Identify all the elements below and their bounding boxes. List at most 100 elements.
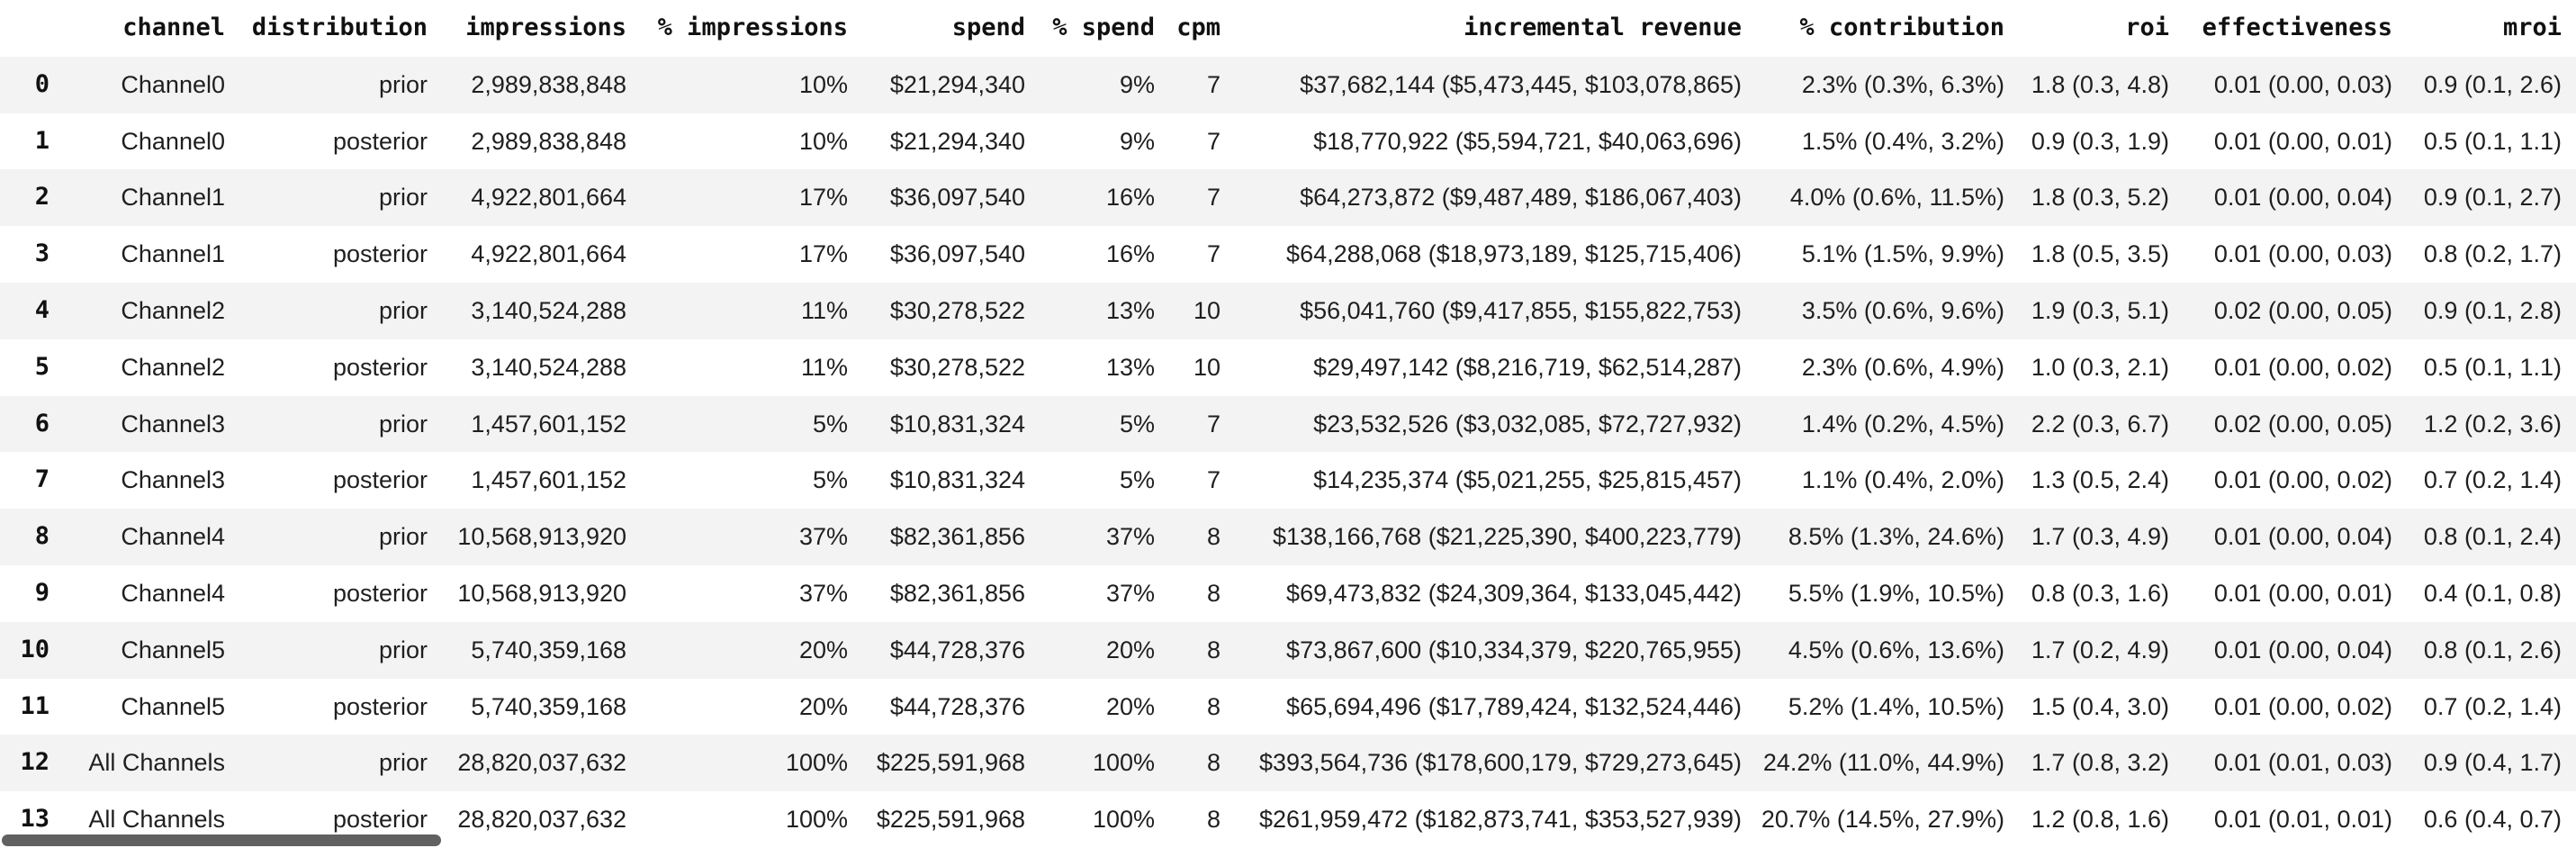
cell-incremental_revenue: $69,473,832 ($24,309,364, $133,045,442): [1286, 579, 1742, 607]
cell-cpm: 7: [1206, 466, 1220, 494]
cell-mroi: 0.5 (0.1, 1.1): [2423, 353, 2562, 381]
cell-pct_contribution: 4.5% (0.6%, 13.6%): [1788, 636, 2004, 663]
cell-mroi: 0.6 (0.4, 0.7): [2423, 806, 2562, 834]
cell-roi: 1.7 (0.8, 3.2): [2031, 749, 2169, 777]
cell-incremental_revenue: $29,497,142 ($8,216,719, $62,514,287): [1313, 353, 1742, 381]
cell-pct_spend: 13%: [1105, 296, 1155, 324]
table-row: 4 Channel2 prior 3,140,524,288 11% $30,278,52…: [0, 282, 2576, 339]
cell-impressions: 10,568,913,920: [457, 523, 626, 551]
header-row: channel distribution impressions% impressi…: [0, 0, 2576, 57]
table-row: 8 Channel4 prior 10,568,913,920 37% $82,361,8…: [0, 509, 2576, 565]
cell-spend: $225,591,968: [876, 806, 1025, 834]
cell-incremental_revenue: $73,867,600 ($10,334,379, $220,765,955): [1286, 636, 1742, 663]
cell-roi: 1.7 (0.2, 4.9): [2031, 636, 2169, 663]
cell-effectiveness: 0.01 (0.01, 0.03): [2213, 749, 2392, 777]
cell-pct_spend: 20%: [1105, 692, 1155, 720]
cell-mroi: 0.4 (0.1, 0.8): [2423, 579, 2562, 607]
table-row: 9 Channel4 posterior 10,568,913,920 37% $82,3…: [0, 564, 2576, 622]
cell-mroi: 0.9 (0.1, 2.6): [2423, 70, 2562, 98]
cell-mroi: 0.5 (0.1, 1.1): [2423, 127, 2562, 155]
cell-roi: 0.8 (0.3, 1.6): [2031, 579, 2169, 607]
cell-distribution: posterior: [332, 806, 428, 834]
cell-distribution: posterior: [332, 127, 428, 155]
cell-cpm: 7: [1206, 410, 1220, 438]
cell-pct_impressions: 17%: [798, 184, 848, 212]
cell-channel: Channel5: [121, 636, 225, 663]
cell-distribution: prior: [378, 296, 428, 324]
cell-effectiveness: 0.01 (0.00, 0.01): [2213, 579, 2392, 607]
cell-pct_impressions: 37%: [798, 523, 848, 551]
cell-impressions: 4,922,801,664: [471, 240, 626, 268]
cell-effectiveness: 0.01 (0.00, 0.03): [2213, 70, 2392, 98]
cell-channel: Channel5: [121, 692, 225, 720]
column-header-pct_impressions: % impressions: [641, 0, 862, 57]
cell-impressions: 5,740,359,168: [471, 692, 626, 720]
cell-cpm: 8: [1206, 636, 1220, 663]
cell-pct_contribution: 2.3% (0.3%, 6.3%): [1801, 70, 2004, 98]
cell-effectiveness: 0.01 (0.01, 0.01): [2213, 806, 2392, 834]
cell-mroi: 0.9 (0.1, 2.8): [2423, 296, 2562, 324]
row-index: 1: [34, 126, 50, 155]
cell-distribution: prior: [378, 749, 428, 777]
cell-channel: All Channels: [88, 749, 225, 777]
cell-pct_contribution: 20.7% (14.5%, 27.9%): [1761, 806, 2004, 834]
column-header-cpm: cpm: [1169, 0, 1235, 57]
cell-pct_contribution: 5.1% (1.5%, 9.9%): [1801, 240, 2004, 268]
cell-channel: Channel0: [121, 127, 225, 155]
cell-cpm: 8: [1206, 523, 1220, 551]
cell-incremental_revenue: $64,273,872 ($9,487,489, $186,067,403): [1300, 184, 1742, 212]
cell-pct_spend: 20%: [1105, 636, 1155, 663]
cell-cpm: 10: [1193, 296, 1220, 324]
cell-incremental_revenue: $56,041,760 ($9,417,855, $155,822,753): [1300, 296, 1742, 324]
cell-distribution: prior: [378, 410, 428, 438]
cell-pct_contribution: 24.2% (11.0%, 44.9%): [1762, 749, 2004, 777]
cell-channel: Channel0: [121, 70, 225, 98]
cell-distribution: prior: [378, 636, 428, 663]
cell-channel: Channel3: [121, 466, 225, 494]
cell-channel: Channel4: [121, 579, 225, 607]
cell-pct_impressions: 100%: [785, 806, 848, 834]
horizontal-scrollbar-thumb[interactable]: [2, 834, 441, 846]
cell-impressions: 2,989,838,848: [471, 70, 626, 98]
cell-pct_spend: 9%: [1119, 127, 1155, 155]
cell-pct_impressions: 20%: [798, 636, 848, 663]
cell-channel: Channel2: [121, 296, 225, 324]
table-row: 10 Channel5 prior 5,740,359,168 20% $44,728,3…: [0, 621, 2576, 679]
cell-distribution: prior: [378, 523, 428, 551]
table-row: 5 Channel2 posterior 3,140,524,288 11% $30,27…: [0, 338, 2576, 396]
cell-channel: Channel2: [121, 353, 225, 381]
cell-pct_spend: 100%: [1092, 749, 1155, 777]
cell-pct_contribution: 8.5% (1.3%, 24.6%): [1788, 523, 2004, 551]
row-index: 12: [20, 748, 50, 777]
cell-mroi: 0.8 (0.1, 2.4): [2423, 523, 2562, 551]
cell-mroi: 0.7 (0.2, 1.4): [2423, 466, 2562, 494]
cell-effectiveness: 0.01 (0.00, 0.04): [2213, 636, 2392, 663]
cell-roi: 1.8 (0.3, 4.8): [2031, 70, 2169, 98]
cell-channel: Channel3: [121, 410, 225, 438]
cell-effectiveness: 0.01 (0.00, 0.03): [2213, 240, 2392, 268]
cell-cpm: 10: [1193, 353, 1220, 381]
cell-channel: Channel1: [121, 240, 225, 268]
column-header-channel: channel: [64, 0, 239, 57]
cell-impressions: 1,457,601,152: [471, 466, 626, 494]
cell-cpm: 7: [1206, 70, 1220, 98]
row-index: 0: [34, 69, 50, 98]
cell-effectiveness: 0.02 (0.00, 0.05): [2213, 410, 2392, 438]
cell-effectiveness: 0.01 (0.00, 0.02): [2213, 692, 2392, 720]
cell-incremental_revenue: $64,288,068 ($18,973,189, $125,715,406): [1286, 240, 1742, 268]
cell-roi: 1.5 (0.4, 3.0): [2031, 692, 2169, 720]
row-index: 8: [34, 522, 50, 551]
table-row: 11 Channel5 posterior 5,740,359,168 20% $44,7…: [0, 678, 2576, 735]
cell-mroi: 0.7 (0.2, 1.4): [2423, 692, 2562, 720]
cell-cpm: 8: [1206, 692, 1220, 720]
cell-roi: 1.8 (0.5, 3.5): [2031, 240, 2169, 268]
cell-roi: 1.7 (0.3, 4.9): [2031, 523, 2169, 551]
row-index: 11: [20, 691, 50, 720]
cell-mroi: 0.9 (0.1, 2.7): [2423, 184, 2562, 212]
cell-cpm: 7: [1206, 127, 1220, 155]
cell-spend: $21,294,340: [889, 127, 1025, 155]
cell-effectiveness: 0.02 (0.00, 0.05): [2213, 296, 2392, 324]
cell-channel: Channel1: [121, 184, 225, 212]
cell-spend: $82,361,856: [889, 579, 1025, 607]
